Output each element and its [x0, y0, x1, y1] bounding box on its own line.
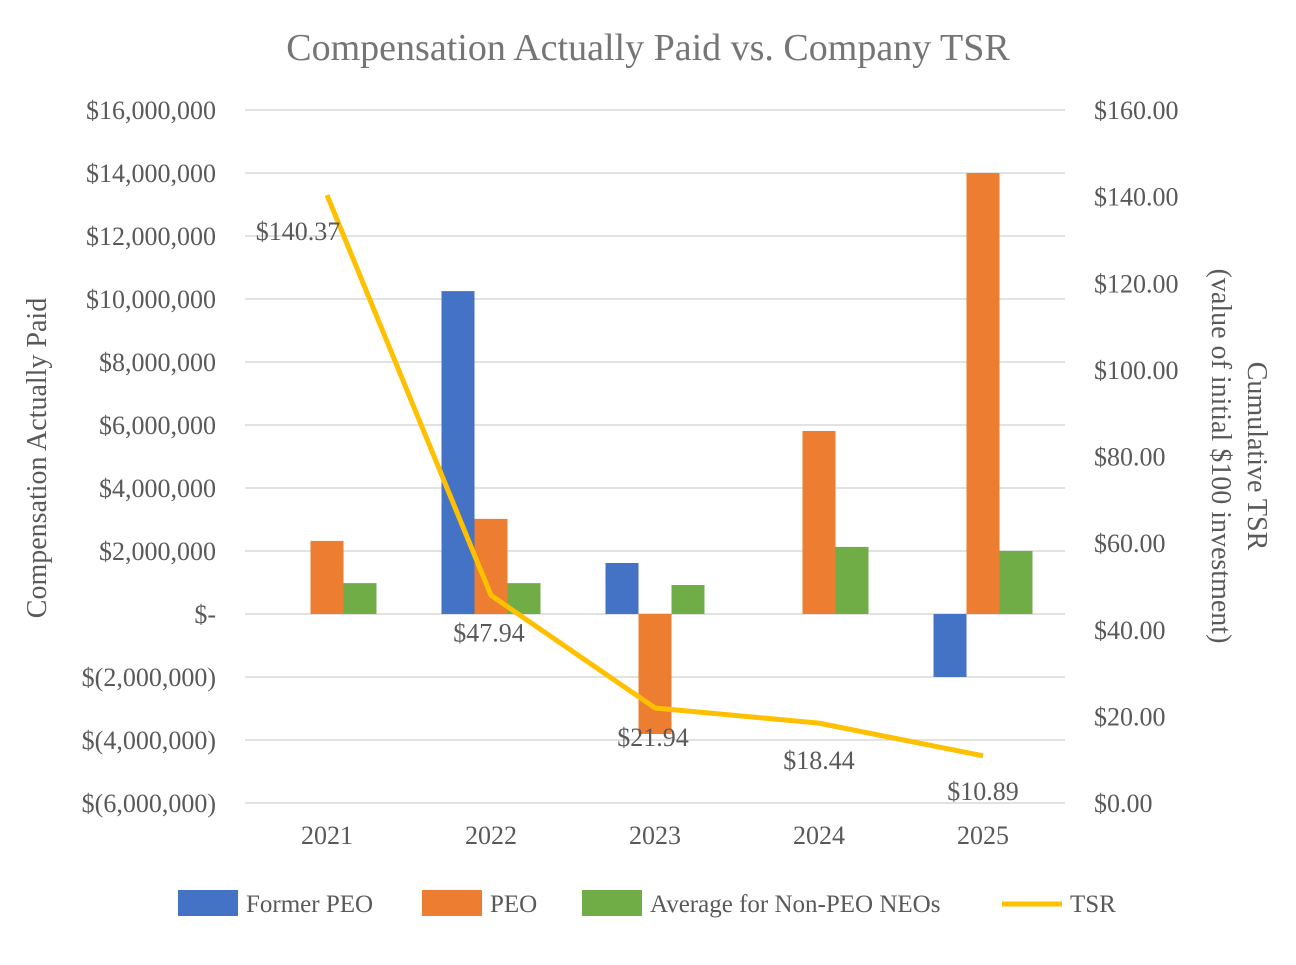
y2-axis-label-line2: (value of initial $100 investment) — [1205, 269, 1236, 644]
tsr-data-label: $140.37 — [256, 217, 341, 246]
legend-label: Average for Non-PEO NEOs — [650, 891, 940, 918]
gridlines — [245, 109, 1065, 804]
y-tick-label: $2,000,000 — [99, 537, 216, 566]
y2-tick-label: $120.00 — [1094, 269, 1179, 298]
chart-title: Compensation Actually Paid vs. Company T… — [286, 27, 1010, 69]
tsr-data-label: $10.89 — [947, 777, 1019, 806]
y-axis-label: Compensation Actually Paid — [22, 298, 53, 618]
x-tick-label: 2021 — [301, 821, 353, 850]
x-tick-label: 2022 — [465, 821, 517, 850]
data-labels: $140.37 $47.94 $21.94 $18.44 $10.89 — [256, 217, 1019, 806]
y2-tick-label: $20.00 — [1094, 702, 1166, 731]
y2-tick-label: $40.00 — [1094, 616, 1166, 645]
y2-axis-label-line1: Cumulative TSR — [1241, 362, 1272, 551]
y-tick-label: $4,000,000 — [99, 474, 216, 503]
y2-tick-label: $80.00 — [1094, 443, 1166, 472]
tsr-line-path — [324, 194, 984, 759]
y2-tick-label: $140.00 — [1094, 183, 1179, 212]
y-tick-label: $16,000,000 — [86, 96, 216, 125]
y-tick-label: $6,000,000 — [99, 411, 216, 440]
y-tick-label: $12,000,000 — [86, 222, 216, 251]
bars — [310, 173, 1033, 735]
y-tick-label: $- — [194, 600, 216, 629]
y2-tick-label: $60.00 — [1094, 529, 1166, 558]
bar-average-for-non-peo-neos — [343, 583, 377, 614]
y-tick-label: $8,000,000 — [99, 348, 216, 377]
tsr-data-label: $21.94 — [617, 723, 689, 752]
bar-peo — [966, 173, 1000, 614]
bar-former-peo — [441, 291, 475, 614]
legend-swatch — [178, 890, 238, 916]
x-tick-label: 2023 — [629, 821, 681, 850]
bar-former-peo — [605, 562, 639, 614]
y-tick-label: $14,000,000 — [86, 159, 216, 188]
legend-label: TSR — [1070, 891, 1116, 918]
legend-swatch — [582, 890, 642, 916]
y-tick-label: $(2,000,000) — [82, 663, 216, 692]
bar-peo — [802, 430, 836, 614]
y2-tick-label: $0.00 — [1094, 789, 1153, 818]
bar-average-for-non-peo-neos — [671, 585, 705, 614]
y-axis-ticks: $(6,000,000) $(4,000,000) $(2,000,000) $- $2… — [82, 96, 216, 818]
y-tick-label: $10,000,000 — [86, 285, 216, 314]
bar-peo — [638, 614, 672, 735]
y-tick-label: $(6,000,000) — [82, 789, 216, 818]
tsr-data-label: $47.94 — [453, 618, 525, 647]
x-tick-label: 2024 — [793, 821, 845, 850]
tsr-line — [324, 194, 984, 759]
y-tick-label: $(4,000,000) — [82, 726, 216, 755]
legend-label: PEO — [490, 891, 537, 918]
x-tick-label: 2025 — [957, 821, 1009, 850]
bar-average-for-non-peo-neos — [835, 546, 869, 614]
tsr-data-label: $18.44 — [783, 746, 855, 775]
legend-label: Former PEO — [246, 891, 373, 918]
bar-peo — [310, 540, 344, 614]
bar-average-for-non-peo-neos — [999, 551, 1033, 614]
legend: Former PEO PEO Average for Non-PEO NEOs TSR — [178, 890, 1116, 918]
bar-former-peo — [933, 614, 967, 677]
y2-axis-ticks: $0.00 $20.00 $40.00 $60.00 $80.00 $100.00 $120… — [1094, 96, 1179, 818]
legend-swatch — [422, 890, 482, 916]
y2-tick-label: $160.00 — [1094, 96, 1179, 125]
x-axis-ticks: 2021 2022 2023 2024 2025 — [301, 821, 1009, 850]
y2-tick-label: $100.00 — [1094, 356, 1179, 385]
